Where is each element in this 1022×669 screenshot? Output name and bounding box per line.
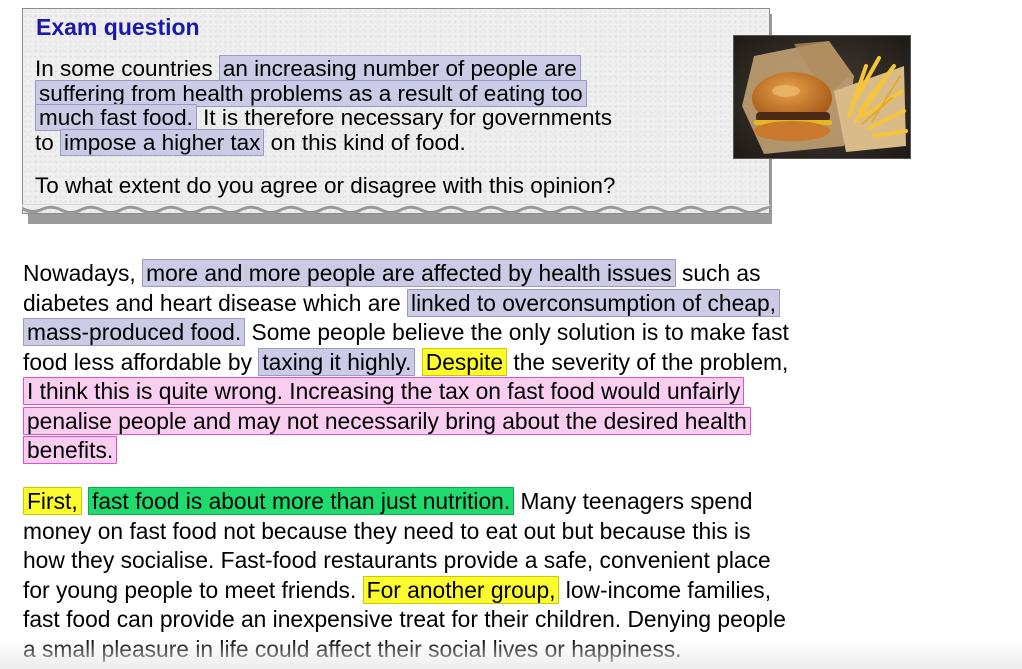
burger-fries-image — [733, 35, 911, 159]
text-segment: such as — [675, 260, 761, 286]
essay-paragraph-intro: Nowadays, more and more people are affec… — [23, 259, 1003, 466]
text-segment: how they socialise. Fast-food restaurant… — [23, 547, 771, 573]
exam-question-text: To what extent do you agree or disagree … — [35, 173, 616, 198]
exam-prompt: In some countries an increasing number o… — [35, 55, 735, 157]
text-segment: diabetes and heart disease which are — [23, 289, 407, 316]
essay-paragraph-body: First, fast food is about more than just… — [23, 487, 1003, 664]
exam-prompt-line: much fast food. It is therefore necessar… — [35, 104, 735, 132]
opinion-highlight: I think this is quite wrong. Increasing … — [23, 377, 745, 405]
key-phrase-highlight: an increasing number of people are — [218, 55, 581, 82]
intro-line: benefits. — [23, 436, 1003, 466]
text-segment: Some people believe the only solution is… — [245, 319, 789, 345]
key-phrase-highlight: linked to overconsumption of cheap, — [407, 288, 780, 317]
key-phrase-highlight: more and more people are affected by hea… — [142, 259, 676, 287]
body-line: money on fast food not because they need… — [23, 517, 1003, 547]
body-line: fast food can provide an inexpensive tre… — [23, 605, 1003, 635]
text-segment: Nowadays, — [23, 260, 143, 286]
exam-prompt-line: to impose a higher tax on this kind of f… — [35, 129, 735, 157]
key-phrase-highlight: mass-produced food. — [23, 318, 246, 346]
text-segment: Many teenagers spend — [514, 488, 753, 514]
text-segment: the severity of the problem, — [507, 348, 789, 375]
exam-prompt-line: In some countries an increasing number o… — [35, 55, 735, 82]
linking-word-highlight: For another group, — [362, 575, 560, 604]
text-segment: food less affordable by — [23, 348, 259, 375]
key-phrase-highlight: impose a higher tax — [60, 129, 265, 157]
bottom-fade — [0, 639, 1022, 669]
opinion-highlight: benefits. — [23, 436, 118, 464]
intro-line: food less affordable by taxing it highly… — [23, 347, 1003, 378]
linking-word-highlight: First, — [23, 487, 82, 515]
text-segment: low-income families, — [559, 576, 772, 603]
opinion-highlight: penalise people and may not necessarily … — [23, 406, 751, 435]
key-phrase-highlight: taxing it highly. — [258, 347, 416, 376]
body-line: First, fast food is about more than just… — [23, 487, 1003, 517]
text-segment: to — [35, 130, 61, 156]
torn-edge — [22, 204, 770, 215]
exam-title: Exam question — [36, 14, 200, 40]
key-phrase-highlight: much fast food. — [35, 104, 197, 132]
intro-line: diabetes and heart disease which are lin… — [23, 288, 1003, 319]
text-segment: on this kind of food. — [264, 130, 466, 156]
linking-word-highlight: Despite — [421, 347, 508, 376]
body-line: how they socialise. Fast-food restaurant… — [23, 546, 1003, 576]
text-segment: fast food can provide an inexpensive tre… — [23, 606, 786, 632]
topic-sentence-highlight: fast food is about more than just nutrit… — [88, 487, 515, 515]
exam-prompt-line: suffering from health problems as a resu… — [35, 79, 735, 107]
text-segment: for young people to meet friends. — [23, 576, 363, 603]
text-segment — [415, 349, 421, 375]
intro-line: Nowadays, more and more people are affec… — [23, 259, 1003, 289]
text-segment: money on fast food not because they need… — [23, 517, 751, 544]
text-segment: It is therefore necessary for government… — [196, 105, 613, 131]
body-line: for young people to meet friends. For an… — [23, 575, 1003, 606]
key-phrase-highlight: suffering from health problems as a resu… — [35, 79, 587, 107]
intro-line: mass-produced food. Some people believe … — [23, 318, 1003, 348]
text-segment: In some countries — [35, 56, 219, 81]
intro-line: I think this is quite wrong. Increasing … — [23, 377, 1003, 407]
intro-line: penalise people and may not necessarily … — [23, 406, 1003, 437]
